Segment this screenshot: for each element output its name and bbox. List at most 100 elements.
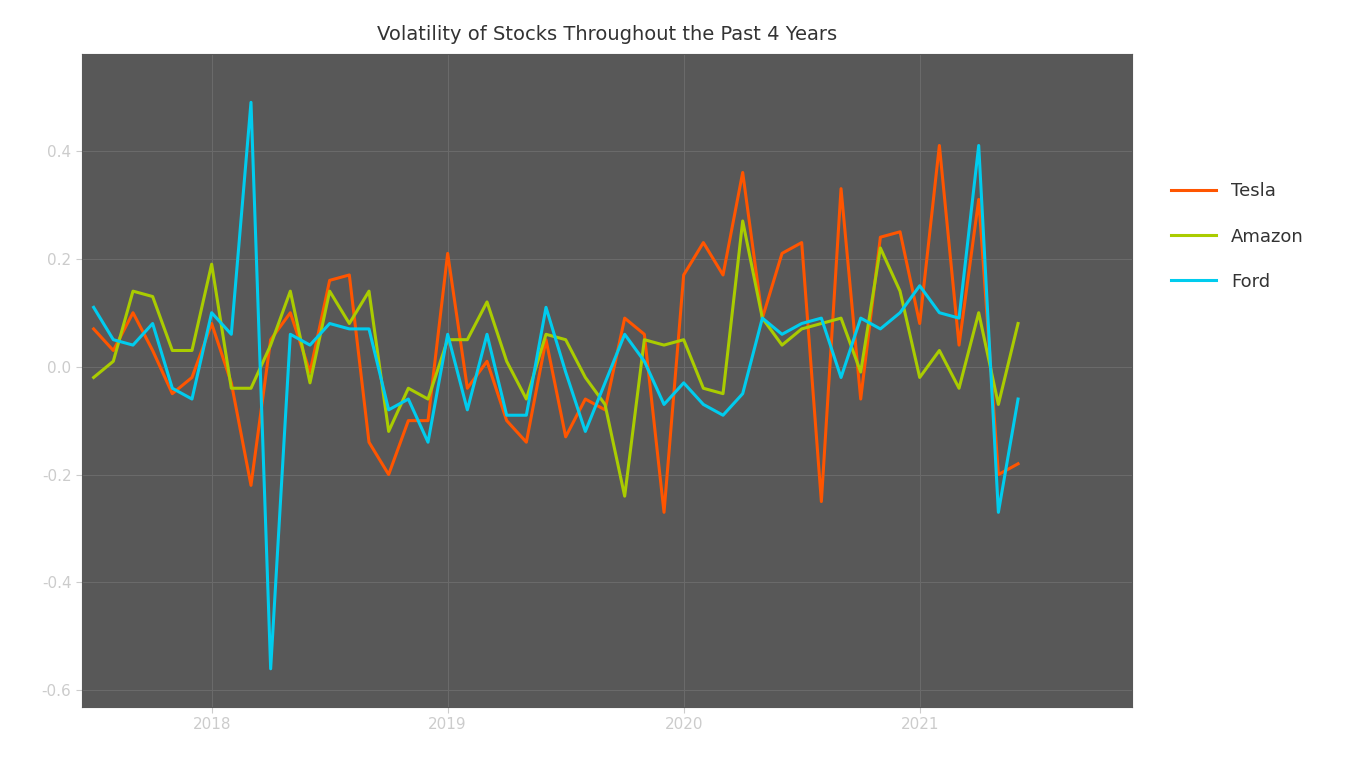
- Tesla: [951, 340, 967, 349]
- Ford: [86, 303, 102, 312]
- Ford: [479, 329, 495, 339]
- Tesla: [537, 335, 554, 344]
- Ford: [145, 319, 161, 328]
- Tesla: [301, 367, 318, 376]
- Ford: [754, 313, 771, 323]
- Ford: [203, 308, 220, 317]
- Ford: [636, 356, 652, 366]
- Line: Ford: Ford: [94, 102, 1018, 669]
- Amazon: [932, 346, 948, 355]
- Ford: [932, 308, 948, 317]
- Tesla: [105, 346, 121, 355]
- Tesla: [341, 270, 357, 280]
- Amazon: [400, 384, 416, 393]
- Ford: [224, 329, 240, 339]
- Amazon: [262, 340, 278, 349]
- Ford: [124, 340, 140, 349]
- Ford: [872, 324, 888, 333]
- Amazon: [911, 372, 928, 382]
- Ford: [518, 411, 535, 420]
- Tesla: [1009, 459, 1026, 468]
- Tesla: [439, 249, 456, 258]
- Ford: [341, 324, 357, 333]
- Amazon: [282, 286, 299, 296]
- Amazon: [361, 286, 378, 296]
- Ford: [460, 406, 476, 415]
- Amazon: [1009, 319, 1026, 328]
- Ford: [577, 427, 593, 436]
- Tesla: [675, 270, 692, 280]
- Tesla: [734, 168, 750, 177]
- Amazon: [439, 335, 456, 344]
- Tesla: [794, 238, 810, 247]
- Ford: [971, 141, 988, 150]
- Amazon: [145, 292, 161, 301]
- Tesla: [479, 356, 495, 366]
- Tesla: [656, 508, 672, 517]
- Ford: [833, 372, 850, 382]
- Ford: [734, 389, 750, 399]
- Ford: [282, 329, 299, 339]
- Tesla: [932, 141, 948, 150]
- Amazon: [420, 395, 436, 404]
- Amazon: [754, 313, 771, 323]
- Amazon: [341, 319, 357, 328]
- Amazon: [794, 324, 810, 333]
- Ford: [301, 340, 318, 349]
- Tesla: [164, 389, 180, 399]
- Tesla: [145, 346, 161, 355]
- Amazon: [971, 308, 988, 317]
- Tesla: [617, 313, 633, 323]
- Ford: [184, 395, 201, 404]
- Ford: [558, 367, 574, 376]
- Ford: [990, 508, 1007, 517]
- Amazon: [734, 217, 750, 226]
- Tesla: [990, 470, 1007, 479]
- Tesla: [577, 395, 593, 404]
- Tesla: [971, 195, 988, 204]
- Tesla: [715, 270, 731, 280]
- Amazon: [164, 346, 180, 355]
- Ford: [892, 308, 908, 317]
- Tesla: [872, 233, 888, 242]
- Amazon: [498, 356, 514, 366]
- Ford: [813, 313, 829, 323]
- Ford: [262, 664, 278, 674]
- Amazon: [656, 340, 672, 349]
- Tesla: [498, 416, 514, 425]
- Ford: [537, 303, 554, 312]
- Ford: [164, 384, 180, 393]
- Tesla: [322, 276, 338, 285]
- Ford: [381, 406, 397, 415]
- Tesla: [852, 395, 869, 404]
- Amazon: [715, 389, 731, 399]
- Tesla: [460, 384, 476, 393]
- Tesla: [243, 481, 259, 490]
- Tesla: [754, 313, 771, 323]
- Ford: [617, 329, 633, 339]
- Tesla: [636, 329, 652, 339]
- Ford: [243, 98, 259, 107]
- Amazon: [243, 384, 259, 393]
- Amazon: [460, 335, 476, 344]
- Tesla: [262, 335, 278, 344]
- Amazon: [577, 372, 593, 382]
- Tesla: [184, 372, 201, 382]
- Ford: [420, 438, 436, 447]
- Amazon: [833, 313, 850, 323]
- Ford: [400, 395, 416, 404]
- Tesla: [518, 438, 535, 447]
- Tesla: [400, 416, 416, 425]
- Legend: Tesla, Amazon, Ford: Tesla, Amazon, Ford: [1162, 174, 1312, 300]
- Amazon: [322, 286, 338, 296]
- Ford: [322, 319, 338, 328]
- Ford: [696, 400, 712, 409]
- Line: Tesla: Tesla: [94, 145, 1018, 512]
- Amazon: [184, 346, 201, 355]
- Tesla: [558, 432, 574, 442]
- Amazon: [675, 335, 692, 344]
- Ford: [439, 329, 456, 339]
- Ford: [597, 379, 614, 388]
- Amazon: [597, 400, 614, 409]
- Title: Volatility of Stocks Throughout the Past 4 Years: Volatility of Stocks Throughout the Past…: [376, 25, 837, 44]
